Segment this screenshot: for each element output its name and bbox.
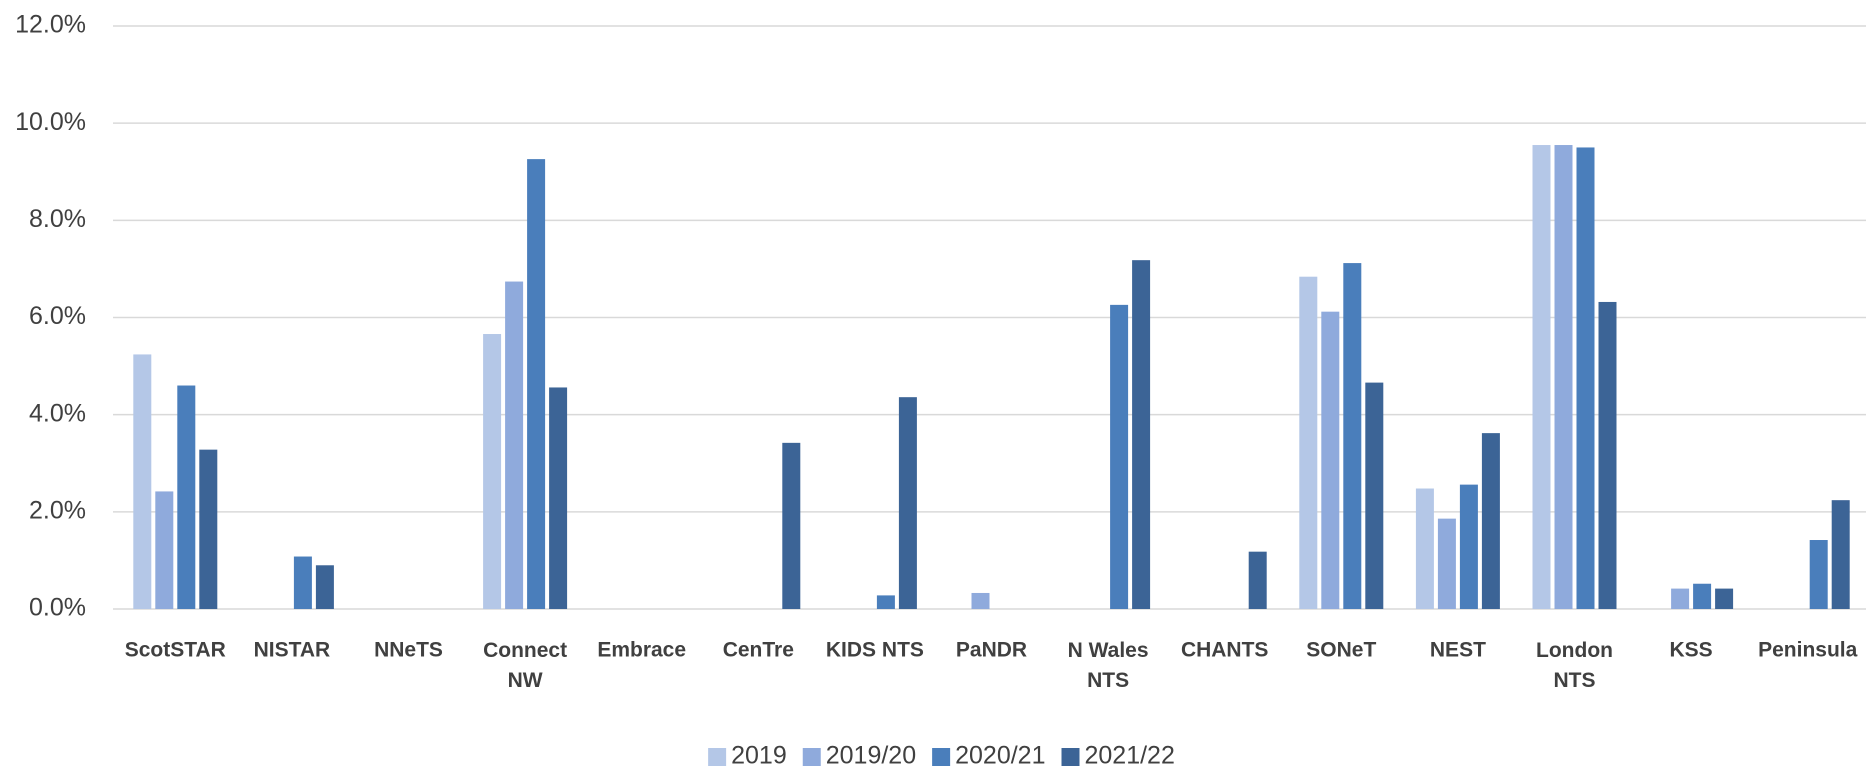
x-tick-label: Peninsula	[1758, 639, 1858, 662]
bar	[1132, 260, 1151, 609]
bar	[1365, 382, 1384, 609]
y-tick-label: 12.0%	[15, 11, 86, 39]
x-tick-label: ScotSTAR	[125, 639, 226, 662]
x-tick-label: N Wales NTS	[1068, 639, 1149, 692]
bar	[133, 354, 152, 609]
x-tick-label: CenTre	[723, 639, 794, 662]
x-tick-label: CHANTS	[1181, 639, 1269, 662]
bar	[155, 491, 174, 609]
bar	[315, 565, 334, 609]
legend-label: 2020/21	[955, 742, 1045, 770]
bar	[549, 387, 568, 609]
bar	[293, 556, 312, 609]
bar	[1415, 488, 1434, 609]
legend-swatch	[932, 748, 951, 766]
bar	[527, 159, 546, 609]
bar	[1248, 551, 1267, 609]
x-tick-label: NEST	[1430, 639, 1486, 662]
bar	[876, 595, 895, 609]
bar	[1532, 145, 1551, 609]
y-tick-label: 8.0%	[29, 205, 86, 233]
bar	[971, 592, 990, 609]
legend-label: 2019	[731, 742, 787, 770]
legend-label: 2021/22	[1085, 742, 1175, 770]
legend-label: 2019/20	[826, 742, 916, 770]
bar	[1671, 588, 1690, 609]
x-tick-label: NISTAR	[254, 639, 331, 662]
x-tick-label: SONeT	[1306, 639, 1376, 662]
y-tick-label: 2.0%	[29, 496, 86, 524]
x-tick-label: London NTS	[1536, 639, 1613, 692]
bar	[1554, 145, 1573, 609]
bar	[505, 281, 524, 609]
legend: 2019 2019/20 2020/21 2021/22	[708, 742, 1175, 770]
x-tick-label: KIDS NTS	[826, 639, 924, 662]
legend-swatch	[1061, 748, 1080, 766]
bar	[1576, 147, 1595, 610]
bar	[199, 449, 218, 609]
bar	[1299, 276, 1318, 609]
bar	[1831, 500, 1850, 609]
bar	[1343, 263, 1362, 609]
bar	[1459, 484, 1478, 609]
bar	[1110, 304, 1129, 609]
legend-swatch	[708, 748, 727, 766]
x-tick-label: Embrace	[597, 639, 686, 662]
y-tick-label: 6.0%	[29, 302, 86, 330]
y-tick-label: 4.0%	[29, 399, 86, 427]
bar	[782, 442, 801, 609]
x-tick-label: NNeTS	[374, 639, 443, 662]
bar	[1321, 311, 1340, 609]
legend-swatch	[802, 748, 821, 766]
bar	[1481, 433, 1500, 609]
bar	[1437, 518, 1456, 609]
bar	[1693, 583, 1712, 609]
bar	[177, 385, 196, 609]
x-tick-label: PaNDR	[956, 639, 1027, 662]
x-tick-label: Connect NW	[483, 639, 567, 692]
bar	[1598, 301, 1617, 609]
bar	[1809, 540, 1828, 609]
bar	[483, 334, 502, 609]
x-tick-label: KSS	[1670, 639, 1713, 662]
bar	[898, 397, 917, 609]
y-tick-label: 10.0%	[15, 108, 86, 136]
y-tick-label: 0.0%	[29, 594, 86, 622]
bar	[1715, 588, 1734, 609]
